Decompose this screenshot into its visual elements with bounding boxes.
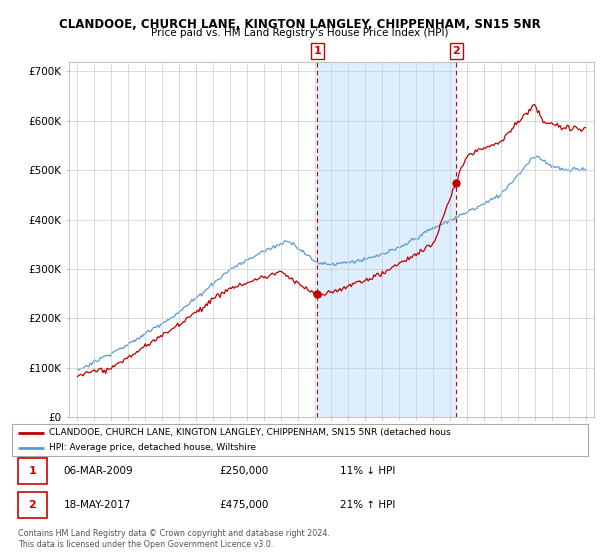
Bar (317, 62, 457, 417)
Text: Contains HM Land Registry data © Crown copyright and database right 2024.
This d: Contains HM Land Registry data © Crown c… (18, 529, 330, 549)
Text: 21% ↑ HPI: 21% ↑ HPI (340, 500, 395, 510)
Text: £250,000: £250,000 (220, 466, 269, 476)
Text: 18-MAY-2017: 18-MAY-2017 (64, 500, 131, 510)
Text: CLANDOOE, CHURCH LANE, KINGTON LANGLEY, CHIPPENHAM, SN15 5NR: CLANDOOE, CHURCH LANE, KINGTON LANGLEY, … (59, 18, 541, 31)
Text: 11% ↓ HPI: 11% ↓ HPI (340, 466, 395, 476)
Text: 1: 1 (28, 466, 36, 476)
Text: £475,000: £475,000 (220, 500, 269, 510)
Text: 1: 1 (314, 46, 322, 56)
Text: 06-MAR-2009: 06-MAR-2009 (64, 466, 133, 476)
FancyBboxPatch shape (18, 459, 47, 484)
FancyBboxPatch shape (18, 492, 47, 517)
Text: Price paid vs. HM Land Registry's House Price Index (HPI): Price paid vs. HM Land Registry's House … (151, 28, 449, 38)
Text: CLANDOOE, CHURCH LANE, KINGTON LANGLEY, CHIPPENHAM, SN15 5NR (detached hous: CLANDOOE, CHURCH LANE, KINGTON LANGLEY, … (49, 428, 451, 437)
Text: 2: 2 (28, 500, 36, 510)
Text: HPI: Average price, detached house, Wiltshire: HPI: Average price, detached house, Wilt… (49, 443, 256, 452)
Text: 2: 2 (452, 46, 460, 56)
